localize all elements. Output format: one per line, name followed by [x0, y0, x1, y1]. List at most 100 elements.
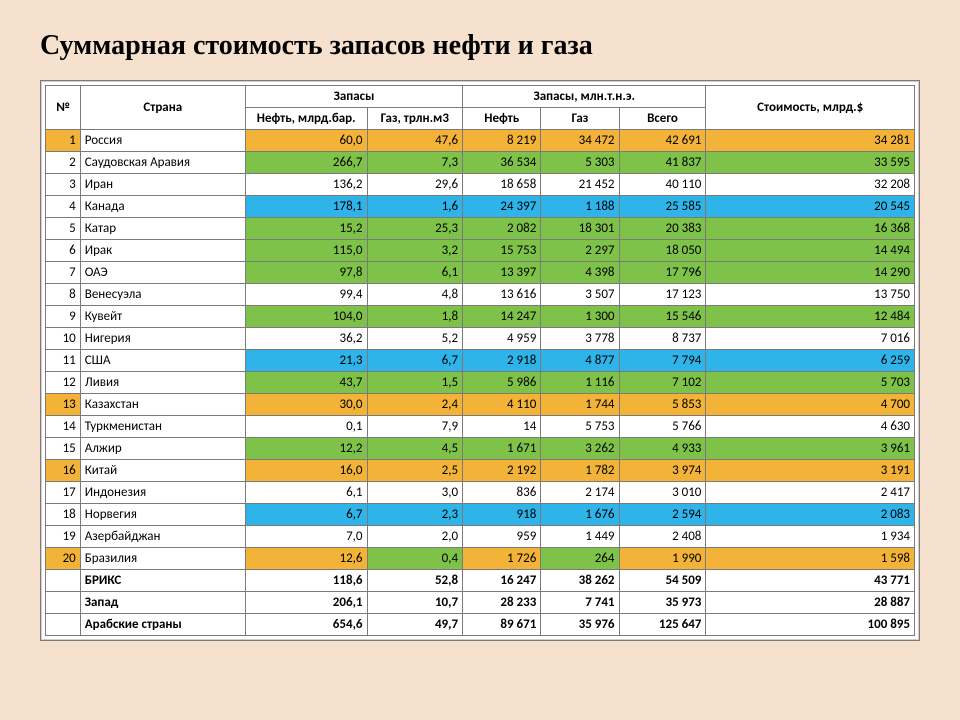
reserves-table: № Страна Запасы Запасы, млн.т.н.э. Стоим… — [45, 85, 915, 636]
value-cell: 206,1 — [245, 592, 367, 614]
table-row: 16Китай16,02,52 1921 7823 9743 191 — [46, 460, 915, 482]
table-row: 19Азербайджан7,02,09591 4492 4081 934 — [46, 526, 915, 548]
value-cell: 2,4 — [367, 394, 463, 416]
value-cell: 3 191 — [706, 460, 915, 482]
country-name: Алжир — [80, 438, 245, 460]
value-cell: 4 630 — [706, 416, 915, 438]
value-cell: 100 895 — [706, 614, 915, 636]
page-title: Суммарная стоимость запасов нефти и газа — [40, 30, 920, 62]
row-number: 12 — [46, 372, 81, 394]
row-number: 9 — [46, 306, 81, 328]
row-number: 14 — [46, 416, 81, 438]
value-cell: 17 123 — [619, 284, 706, 306]
summary-row: Арабские страны654,649,789 67135 976125 … — [46, 614, 915, 636]
value-cell: 5 853 — [619, 394, 706, 416]
value-cell: 52,8 — [367, 570, 463, 592]
value-cell: 5 303 — [541, 152, 619, 174]
value-cell: 2 083 — [706, 504, 915, 526]
value-cell: 18 301 — [541, 218, 619, 240]
value-cell: 6,7 — [245, 504, 367, 526]
table-row: 1Россия60,047,68 21934 47242 69134 281 — [46, 130, 915, 152]
value-cell: 99,4 — [245, 284, 367, 306]
value-cell: 4 933 — [619, 438, 706, 460]
value-cell: 2 918 — [463, 350, 541, 372]
col-num: № — [46, 86, 81, 130]
value-cell: 136,2 — [245, 174, 367, 196]
row-number: 5 — [46, 218, 81, 240]
value-cell: 5 766 — [619, 416, 706, 438]
value-cell: 918 — [463, 504, 541, 526]
col-oil-mtne: Нефть — [463, 108, 541, 130]
value-cell: 16,0 — [245, 460, 367, 482]
country-name: Иран — [80, 174, 245, 196]
country-name: Россия — [80, 130, 245, 152]
col-group-mtne: Запасы, млн.т.н.э. — [463, 86, 706, 108]
country-name: Канада — [80, 196, 245, 218]
country-name: Азербайджан — [80, 526, 245, 548]
value-cell: 5 753 — [541, 416, 619, 438]
value-cell: 2 417 — [706, 482, 915, 504]
value-cell: 6,1 — [367, 262, 463, 284]
col-total: Всего — [619, 108, 706, 130]
value-cell: 15 546 — [619, 306, 706, 328]
value-cell: 7,9 — [367, 416, 463, 438]
value-cell: 3 010 — [619, 482, 706, 504]
value-cell: 10,7 — [367, 592, 463, 614]
value-cell: 1 188 — [541, 196, 619, 218]
value-cell: 29,6 — [367, 174, 463, 196]
value-cell: 654,6 — [245, 614, 367, 636]
table-row: 7ОАЭ97,86,113 3974 39817 79614 290 — [46, 262, 915, 284]
table-row: 2Саудовская Аравия266,77,336 5345 30341 … — [46, 152, 915, 174]
value-cell: 2 174 — [541, 482, 619, 504]
value-cell: 118,6 — [245, 570, 367, 592]
summary-row: Запад206,110,728 2337 74135 97328 887 — [46, 592, 915, 614]
value-cell: 4 877 — [541, 350, 619, 372]
row-number: 16 — [46, 460, 81, 482]
row-number: 4 — [46, 196, 81, 218]
value-cell: 14 290 — [706, 262, 915, 284]
value-cell: 49,7 — [367, 614, 463, 636]
value-cell: 12,2 — [245, 438, 367, 460]
table-row: 11США21,36,72 9184 8777 7946 259 — [46, 350, 915, 372]
value-cell: 89 671 — [463, 614, 541, 636]
value-cell: 40 110 — [619, 174, 706, 196]
country-name: США — [80, 350, 245, 372]
table-row: 12Ливия43,71,55 9861 1167 1025 703 — [46, 372, 915, 394]
value-cell: 54 509 — [619, 570, 706, 592]
value-cell: 104,0 — [245, 306, 367, 328]
value-cell: 25,3 — [367, 218, 463, 240]
value-cell: 836 — [463, 482, 541, 504]
value-cell: 7 016 — [706, 328, 915, 350]
value-cell: 16 368 — [706, 218, 915, 240]
table-row: 17Индонезия6,13,08362 1743 0102 417 — [46, 482, 915, 504]
value-cell: 3 974 — [619, 460, 706, 482]
value-cell: 8 737 — [619, 328, 706, 350]
country-name: Ливия — [80, 372, 245, 394]
country-name: Норвегия — [80, 504, 245, 526]
value-cell: 6,1 — [245, 482, 367, 504]
col-oil-bbl: Нефть, млрд.бар. — [245, 108, 367, 130]
value-cell: 41 837 — [619, 152, 706, 174]
value-cell: 7,0 — [245, 526, 367, 548]
value-cell: 1 744 — [541, 394, 619, 416]
value-cell: 1 671 — [463, 438, 541, 460]
row-number — [46, 614, 81, 636]
row-number: 20 — [46, 548, 81, 570]
country-name: Индонезия — [80, 482, 245, 504]
value-cell: 13 750 — [706, 284, 915, 306]
value-cell: 18 050 — [619, 240, 706, 262]
value-cell: 4 959 — [463, 328, 541, 350]
value-cell: 36,2 — [245, 328, 367, 350]
value-cell: 5,2 — [367, 328, 463, 350]
table-row: 14Туркменистан0,17,9145 7535 7664 630 — [46, 416, 915, 438]
value-cell: 28 233 — [463, 592, 541, 614]
value-cell: 14 494 — [706, 240, 915, 262]
value-cell: 4 700 — [706, 394, 915, 416]
country-name: Ирак — [80, 240, 245, 262]
table-row: 10Нигерия36,25,24 9593 7788 7377 016 — [46, 328, 915, 350]
row-number: 3 — [46, 174, 81, 196]
value-cell: 4,8 — [367, 284, 463, 306]
value-cell: 2,0 — [367, 526, 463, 548]
value-cell: 34 281 — [706, 130, 915, 152]
value-cell: 8 219 — [463, 130, 541, 152]
